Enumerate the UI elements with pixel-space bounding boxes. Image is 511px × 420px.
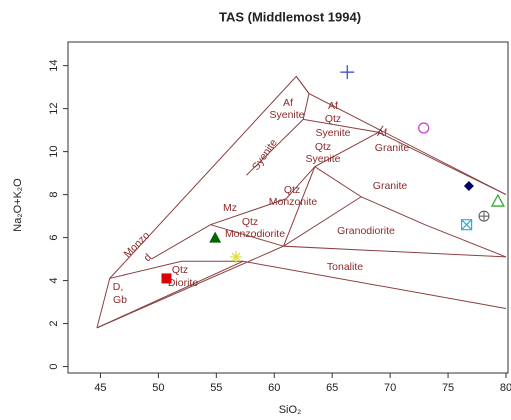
field-label: Syenite bbox=[305, 153, 340, 165]
x-tick-label: 45 bbox=[94, 382, 106, 394]
point bbox=[230, 250, 243, 263]
y-tick-label: 14 bbox=[48, 60, 60, 72]
y-tick-label: 12 bbox=[48, 103, 60, 115]
plot-frame bbox=[67, 41, 509, 374]
y-axis-label: Na₂O+K₂O bbox=[12, 178, 24, 232]
y-tick-label: 6 bbox=[48, 235, 60, 241]
field-label: Granite bbox=[375, 142, 410, 154]
point bbox=[461, 219, 473, 231]
field-label: Af bbox=[328, 100, 338, 112]
field-boundary bbox=[96, 245, 507, 329]
x-tick-label: 70 bbox=[384, 382, 396, 394]
field-label: Mz bbox=[223, 202, 237, 214]
field-label: Monzodiorite bbox=[225, 228, 285, 240]
point bbox=[340, 65, 355, 80]
point bbox=[209, 231, 222, 243]
point bbox=[463, 181, 474, 192]
field-label: Syenite bbox=[250, 137, 280, 173]
y-tick-label: 0 bbox=[48, 363, 60, 369]
field-label: Qtz bbox=[172, 264, 188, 276]
field-label: Af bbox=[377, 127, 387, 139]
field-boundary bbox=[303, 118, 384, 133]
field-boundary bbox=[246, 76, 310, 176]
field-boundary bbox=[210, 224, 284, 247]
field-boundary bbox=[96, 260, 507, 329]
point bbox=[418, 122, 430, 134]
y-tick-label: 8 bbox=[48, 192, 60, 198]
point bbox=[490, 193, 505, 207]
x-tick-label: 55 bbox=[210, 382, 222, 394]
y-tick-label: 4 bbox=[48, 278, 60, 284]
x-tick-label: 75 bbox=[442, 382, 454, 394]
field-boundary bbox=[283, 131, 507, 247]
field-label: Monzonite bbox=[269, 196, 318, 208]
field-label: Syenite bbox=[315, 127, 350, 139]
field-label: Diorite bbox=[168, 277, 199, 289]
x-axis-label: SiO₂ bbox=[279, 404, 302, 416]
field-label: Granodiorite bbox=[337, 225, 395, 237]
x-tick-label: 80 bbox=[500, 382, 511, 394]
field-boundary bbox=[283, 196, 507, 258]
x-tick-label: 50 bbox=[152, 382, 164, 394]
field-label: D, bbox=[113, 281, 124, 293]
x-tick-label: 60 bbox=[268, 382, 280, 394]
x-tick-label: 65 bbox=[326, 382, 338, 394]
field-label: Qtz bbox=[284, 184, 300, 196]
point bbox=[478, 210, 490, 222]
field-boundary bbox=[314, 166, 362, 198]
field-boundary bbox=[109, 260, 243, 279]
field-label: Qtz bbox=[325, 113, 341, 125]
field-label: Qtz bbox=[315, 141, 331, 153]
field-label: Af bbox=[283, 97, 293, 109]
field-label: Syenite bbox=[269, 109, 304, 121]
field-label: Granite bbox=[373, 180, 408, 192]
field-label: Qtz bbox=[242, 216, 258, 228]
field-label: d bbox=[142, 251, 155, 264]
field-label: Tonalite bbox=[327, 261, 363, 273]
point bbox=[161, 273, 172, 284]
y-tick-label: 10 bbox=[48, 145, 60, 157]
chart-title: TAS (Middlemost 1994) bbox=[219, 9, 361, 24]
field-boundary bbox=[151, 166, 316, 260]
y-tick-label: 2 bbox=[48, 321, 60, 327]
field-label: Gb bbox=[113, 294, 127, 306]
